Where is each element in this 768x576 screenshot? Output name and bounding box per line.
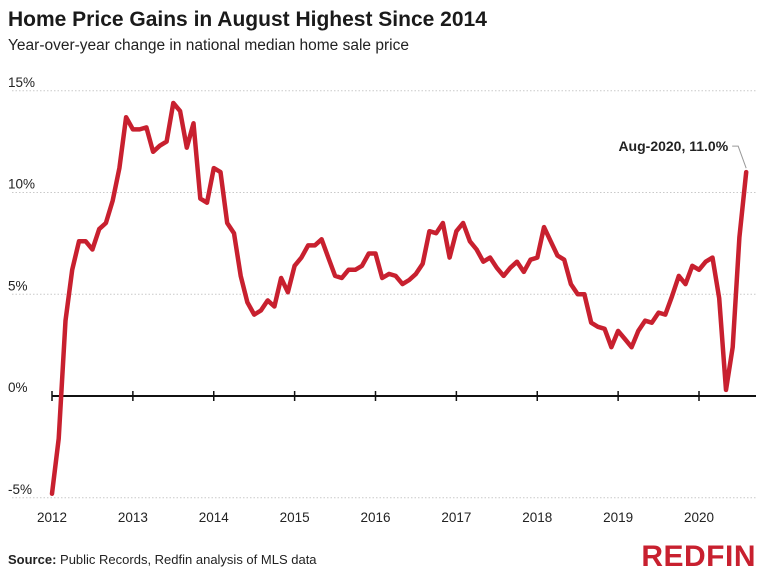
y-tick-label: -5% [8,482,32,497]
source-text: Public Records, Redfin analysis of MLS d… [56,552,317,567]
chart-title: Home Price Gains in August Highest Since… [8,8,487,31]
y-tick-label: 5% [8,278,28,293]
x-tick-label: 2013 [118,510,148,525]
y-tick-label: 15% [8,75,35,90]
x-tick-label: 2012 [37,510,67,525]
redfin-logo: REDFIN [641,540,756,573]
x-tick-label: 2015 [280,510,310,525]
x-tick-label: 2019 [603,510,633,525]
chart-subtitle: Year-over-year change in national median… [8,37,409,54]
x-tick-label: 2020 [684,510,714,525]
source-note: Source: Public Records, Redfin analysis … [8,552,317,567]
annotation-label: Aug-2020, 11.0% [618,138,728,154]
annotation-leader-line [732,145,747,169]
x-tick-label: 2017 [441,510,471,525]
y-tick-label: 0% [8,380,28,395]
line-chart: 15% 10% 5% 0% -5% 2012 2013 2014 2015 2016 2017 20… [8,75,756,525]
x-tick-label: 2014 [199,510,230,525]
x-tick-label: 2018 [522,510,552,525]
y-tick-label: 10% [8,177,35,192]
x-tick-label: 2016 [360,510,390,525]
source-label: Source: [8,552,57,567]
series-line [49,100,749,496]
